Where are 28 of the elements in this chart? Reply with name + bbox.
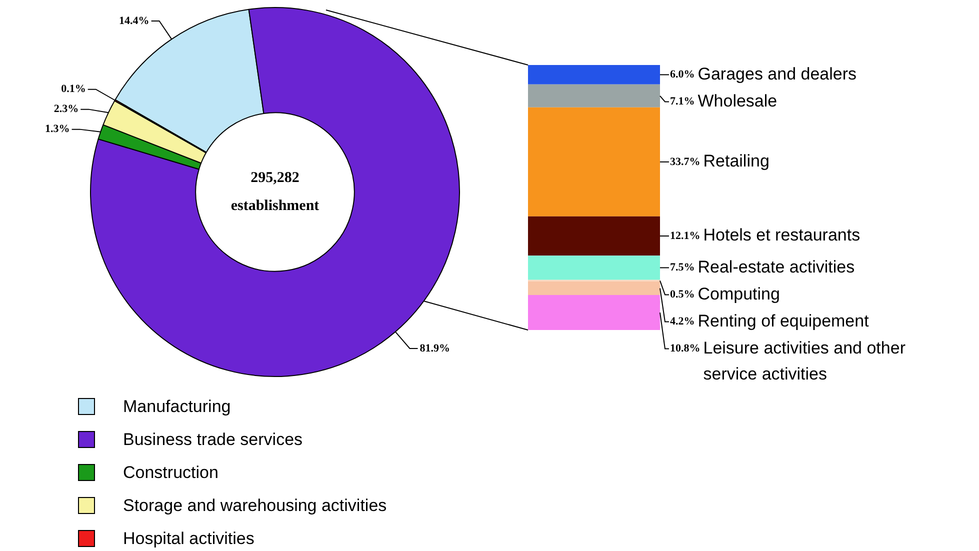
text: Hotels et restaurants: [703, 226, 860, 245]
text: Garages and dealers: [698, 64, 857, 84]
data-label: 6.0%: [670, 68, 695, 81]
data-label: 7.1%: [670, 96, 695, 108]
text: 295,282: [250, 170, 300, 186]
text: Computing: [698, 284, 780, 304]
legend-label: Business trade services: [123, 430, 303, 450]
text: Real-estate activities: [698, 257, 855, 276]
data-label: 12.1%: [670, 230, 700, 242]
text: Retailing: [703, 152, 770, 171]
data-label: 2.3%: [54, 103, 79, 116]
data-label: 81.9%: [420, 342, 450, 354]
data-label: 0.1%: [61, 83, 86, 96]
text: Renting of equipement: [698, 311, 870, 330]
data-label: 7.5%: [670, 262, 695, 274]
data-label: 10.8%: [670, 342, 700, 355]
legend-label: Construction: [123, 462, 218, 482]
text: Leisure activities and other service activities: [703, 338, 906, 384]
data-label: 14.4%: [119, 14, 150, 27]
legend-label: Manufacturing: [123, 396, 231, 416]
data-label: 33.7%: [670, 156, 700, 168]
data-label: 0.5%: [670, 288, 695, 301]
text: establishment: [230, 198, 320, 214]
legend-label: Storage and warehousing activities: [123, 496, 387, 516]
text: Wholesale: [698, 91, 778, 110]
legend-label: Hospital activities: [123, 528, 254, 548]
data-label: 1.3%: [45, 123, 70, 136]
data-label: 4.2%: [670, 316, 695, 328]
